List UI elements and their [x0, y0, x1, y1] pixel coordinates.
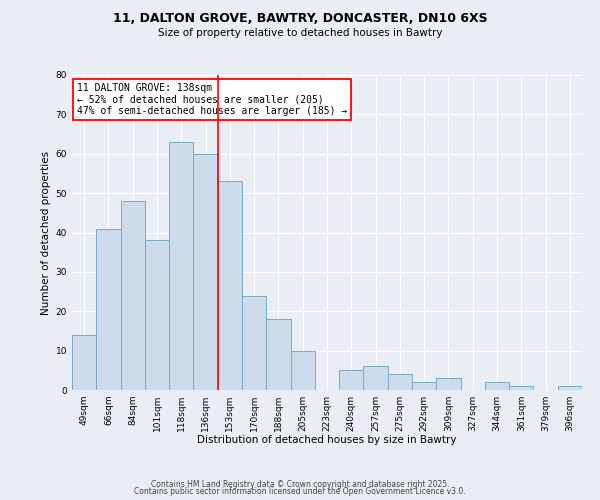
Bar	[436, 378, 461, 390]
Bar	[485, 382, 509, 390]
Bar	[266, 319, 290, 390]
Bar	[364, 366, 388, 390]
Bar	[193, 154, 218, 390]
Bar	[145, 240, 169, 390]
Bar	[509, 386, 533, 390]
Bar	[290, 350, 315, 390]
Bar	[558, 386, 582, 390]
Bar	[242, 296, 266, 390]
Bar	[121, 201, 145, 390]
Bar	[388, 374, 412, 390]
Bar	[96, 228, 121, 390]
Y-axis label: Number of detached properties: Number of detached properties	[41, 150, 52, 314]
Bar	[412, 382, 436, 390]
Text: Contains HM Land Registry data © Crown copyright and database right 2025.: Contains HM Land Registry data © Crown c…	[151, 480, 449, 489]
Text: 11, DALTON GROVE, BAWTRY, DONCASTER, DN10 6XS: 11, DALTON GROVE, BAWTRY, DONCASTER, DN1…	[113, 12, 487, 26]
Text: 11 DALTON GROVE: 138sqm
← 52% of detached houses are smaller (205)
47% of semi-d: 11 DALTON GROVE: 138sqm ← 52% of detache…	[77, 83, 347, 116]
X-axis label: Distribution of detached houses by size in Bawtry: Distribution of detached houses by size …	[197, 436, 457, 446]
Bar	[169, 142, 193, 390]
Text: Contains public sector information licensed under the Open Government Licence v3: Contains public sector information licen…	[134, 488, 466, 496]
Bar	[218, 182, 242, 390]
Text: Size of property relative to detached houses in Bawtry: Size of property relative to detached ho…	[158, 28, 442, 38]
Bar	[339, 370, 364, 390]
Bar	[72, 335, 96, 390]
